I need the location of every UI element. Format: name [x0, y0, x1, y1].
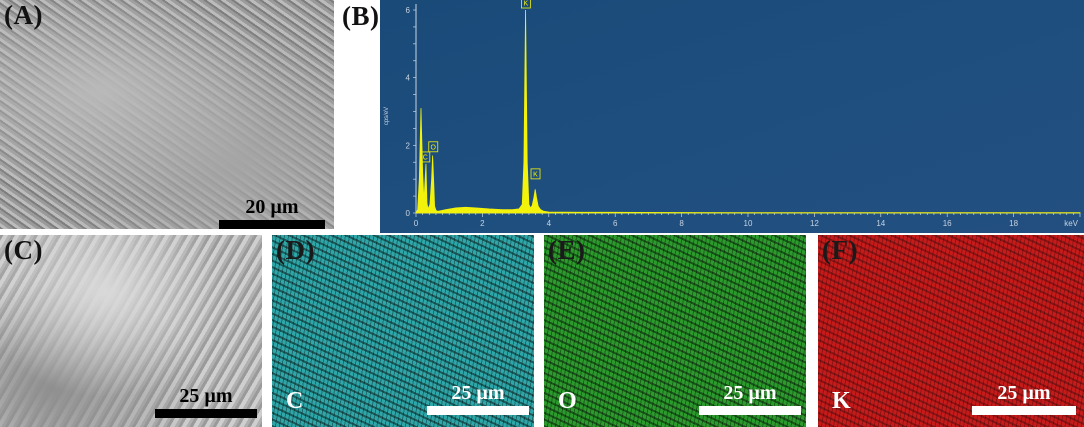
element-tag-o: O — [558, 388, 577, 414]
peak-label: K — [533, 171, 538, 178]
y-tick-label: 6 — [406, 6, 411, 15]
y-axis-label: cps/eV — [384, 107, 390, 125]
x-tick-label: 10 — [744, 219, 753, 228]
sem-image-a: (A) 20 µm — [0, 0, 334, 229]
chart-background — [380, 0, 1084, 233]
scalebar-d: 25 µm — [427, 383, 529, 415]
x-tick-label: 8 — [679, 219, 684, 228]
scalebar-c: 25 µm — [155, 386, 257, 418]
peak-label-box — [520, 0, 531, 9]
sem-image-c: (C) 25 µm — [0, 235, 262, 427]
x-tick-label: 4 — [547, 219, 552, 228]
x-axis-label: keV — [1064, 219, 1078, 228]
peak-label: C — [423, 154, 428, 161]
scalebar-line-a — [219, 220, 325, 229]
y-tick-label: 2 — [406, 141, 411, 150]
scalebar-label-a: 20 µm — [245, 196, 299, 218]
scalebar-a: 20 µm — [219, 197, 325, 229]
scalebar-f: 25 µm — [972, 383, 1076, 415]
scalebar-label-f: 25 µm — [997, 382, 1051, 404]
x-tick-label: 6 — [613, 219, 618, 228]
element-map-oxygen: (E) O 25 µm — [544, 235, 806, 427]
peak-label: O — [431, 144, 437, 151]
x-tick-label: 12 — [810, 219, 819, 228]
panel-label-e: (E) — [548, 235, 586, 265]
x-tick-label: 14 — [876, 219, 885, 228]
scalebar-line-f — [972, 406, 1076, 415]
peak-label-box — [530, 168, 541, 180]
scalebar-line-d — [427, 406, 529, 415]
scalebar-line-e — [699, 406, 801, 415]
spectrum-series — [415, 9, 1081, 214]
panel-label-d: (D) — [276, 235, 315, 265]
x-tick-label: 0 — [414, 219, 419, 228]
panel-label-f: (F) — [822, 235, 858, 265]
scalebar-e: 25 µm — [699, 383, 801, 415]
peak-label: K — [524, 1, 529, 8]
y-tick-label: 0 — [406, 209, 411, 218]
x-tick-label: 2 — [480, 219, 485, 228]
scalebar-label-e: 25 µm — [723, 382, 777, 404]
panel-label-a: (A) — [4, 0, 43, 30]
panel-label-b: (B) — [342, 1, 380, 31]
scalebar-label-c: 25 µm — [179, 385, 233, 407]
scalebar-line-c — [155, 409, 257, 418]
y-tick-label: 4 — [406, 74, 411, 83]
peak-label-box — [420, 151, 431, 163]
element-tag-c: C — [286, 388, 304, 414]
x-tick-label: 16 — [943, 219, 952, 228]
element-tag-k: K — [832, 388, 851, 414]
x-tick-label: 18 — [1009, 219, 1018, 228]
scalebar-label-d: 25 µm — [451, 382, 505, 404]
element-map-carbon: (D) C 25 µm — [272, 235, 534, 427]
panel-b-label-wrap: (B) — [342, 3, 380, 30]
peak-label-box — [428, 141, 439, 153]
panel-label-c: (C) — [4, 235, 43, 265]
eds-spectrum-chart: 0 2 4 6 8 10 12 14 16 18 keV 0 2 4 6 cps/eV K CO K — [380, 0, 1084, 233]
element-map-potassium: (F) K 25 µm — [818, 235, 1084, 427]
